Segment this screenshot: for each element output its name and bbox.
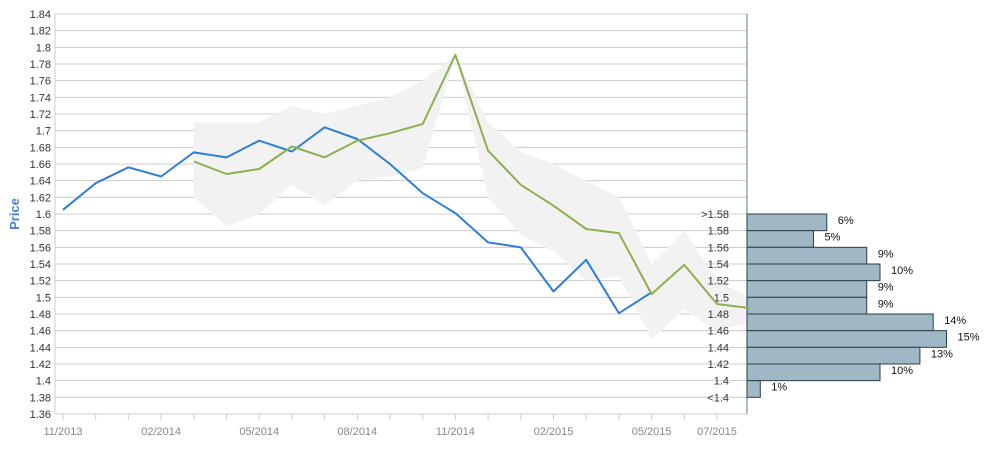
histogram-value-label: 9% [878,248,894,260]
y-tick-label: 1.6 [36,209,51,221]
histogram-bar [746,213,828,232]
histogram-category-label: 1.56 [708,242,729,254]
histogram-category-label: 1.4 [714,376,729,388]
histogram-bar [746,263,881,282]
y-tick-label: 1.4 [36,376,51,388]
y-tick-label: 1.62 [30,192,51,204]
histogram-value-label: 13% [931,348,953,360]
y-tick-label: 1.74 [30,92,51,104]
y-tick-label: 1.36 [30,409,51,421]
y-tick-label: 1.52 [30,276,51,288]
x-tick-label: 11/2014 [436,426,475,438]
y-tick-label: 1.72 [30,109,51,121]
histogram-bar [746,230,814,248]
histogram-bar [746,363,881,382]
y-tick-label: 1.7 [36,126,51,138]
histogram-value-label: 14% [944,315,966,327]
x-tick-label: 02/2014 [141,426,181,438]
y-tick-label: 1.8 [36,42,51,54]
histogram-bar [746,380,761,398]
y-tick-label: 1.54 [30,259,51,271]
histogram-bar [746,330,947,348]
y-axis-title: Price [7,198,22,230]
histogram-value-label: 1% [771,382,787,394]
y-tick-label: 1.68 [30,142,51,154]
histogram-category-label: 1.52 [708,276,729,288]
histogram-value-label: 5% [825,232,841,244]
y-tick-label: 1.42 [30,359,51,371]
histogram-category-label: 1.5 [714,292,729,304]
y-tick-label: 1.78 [30,59,51,71]
histogram-value-label: 10% [891,265,913,277]
histogram-category-label: >1.58 [701,209,729,221]
histogram-value-label: 15% [958,332,980,344]
histogram-category-label: 1.42 [708,359,729,371]
histogram-value-label: 6% [838,215,854,227]
y-tick-label: 1.46 [30,326,51,338]
y-tick-label: 1.5 [36,292,51,304]
histogram-bar [746,296,868,315]
x-tick-label: 02/2015 [534,426,574,438]
y-tick-label: 1.38 [30,392,51,404]
forecast-band [193,54,750,339]
histogram-bar [746,246,868,265]
y-tick-label: 1.76 [30,76,51,88]
historical-price-line [62,126,653,315]
histogram-category-label: <1.4 [707,392,729,404]
histogram-bar [746,313,934,332]
y-tick-label: 1.58 [30,226,51,238]
y-tick-label: 1.44 [30,342,51,354]
y-tick-label: 1.66 [30,159,51,171]
histogram-value-label: 10% [891,365,913,377]
histogram-category-label: 1.44 [708,342,729,354]
x-tick-label: 05/2015 [632,426,672,438]
x-tick-label: 05/2014 [239,426,279,438]
y-tick-label: 1.56 [30,242,51,254]
histogram-bar [746,280,868,298]
histogram-category-label: 1.58 [708,226,729,238]
y-tick-label: 1.64 [30,176,51,188]
histogram-category-label: 1.46 [708,326,729,338]
y-tick-label: 1.82 [30,26,51,38]
histogram-bar [746,346,921,365]
histogram-category-label: 1.54 [708,259,729,271]
histogram-category-label: 1.48 [708,309,729,321]
x-tick-label: 08/2014 [337,426,377,438]
y-tick-label: 1.48 [30,309,51,321]
x-tick-label: 11/2013 [44,426,83,438]
forecast-price-line [193,53,750,310]
x-tick-label: 07/2015 [697,426,737,438]
y-tick-label: 1.84 [30,9,51,21]
histogram-value-label: 9% [878,298,894,310]
histogram-value-label: 9% [878,282,894,294]
